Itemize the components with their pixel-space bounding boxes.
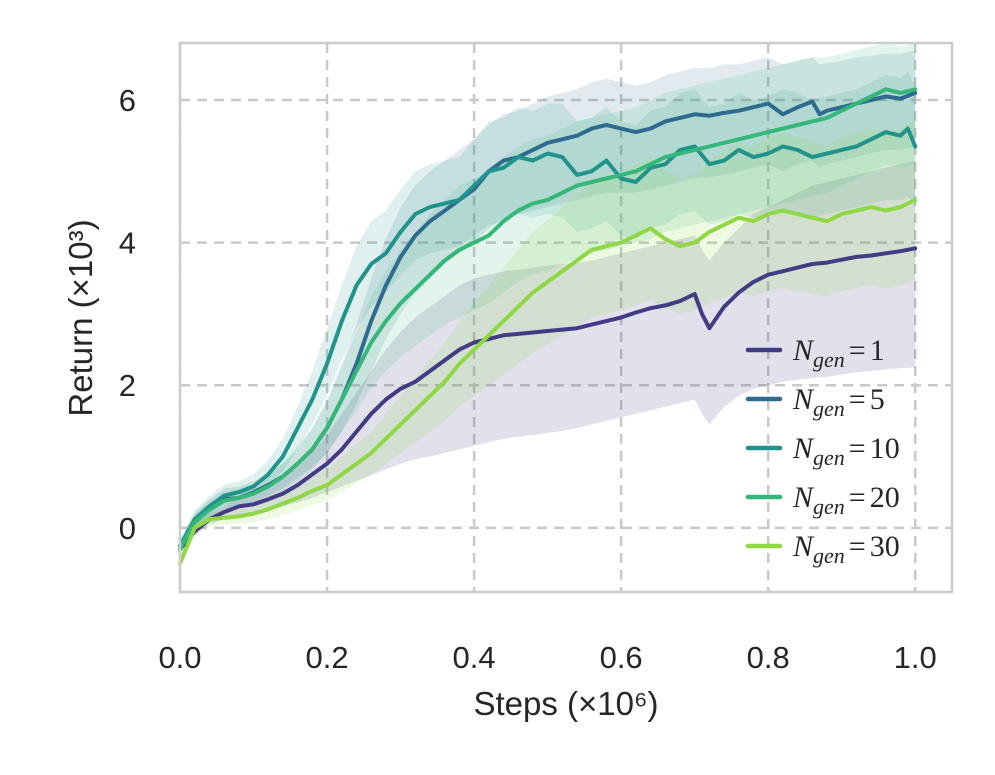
x-tick-label: 0.2 <box>305 640 348 675</box>
y-tick-labels: 0 2 4 6 <box>119 83 136 546</box>
band-series-1 <box>180 160 916 553</box>
legend-label-4: Ngen = 20 <box>792 481 900 519</box>
x-tick-label: 1.0 <box>894 640 937 675</box>
y-tick-label: 4 <box>119 226 136 261</box>
y-axis-label: Return (×10³) <box>62 219 99 416</box>
legend-label-3: Ngen = 10 <box>792 432 900 470</box>
x-tick-label: 0.4 <box>453 640 496 675</box>
series-lines <box>178 87 918 566</box>
x-tick-label: 0.0 <box>158 640 201 675</box>
y-tick-label: 2 <box>119 368 136 403</box>
legend-label-1: Ngen = 1 <box>792 334 885 372</box>
y-tick-label: 0 <box>119 511 136 546</box>
band-series-3 <box>180 71 916 550</box>
x-axis-label: Steps (×10⁶) <box>473 685 658 722</box>
legend-label-2: Ngen = 5 <box>792 383 885 421</box>
y-tick-label: 6 <box>119 83 136 118</box>
x-tick-label: 0.8 <box>747 640 790 675</box>
plot-background <box>180 43 952 592</box>
band-series-4 <box>180 43 916 553</box>
legend-label-5: Ngen = 30 <box>792 530 900 568</box>
x-tick-label: 0.6 <box>600 640 643 675</box>
line-series-3 <box>178 126 918 548</box>
line-series-4 <box>178 87 918 552</box>
line-series-5 <box>178 197 918 566</box>
legend: Ngen = 1 Ngen = 5 Ngen = 10 Ngen = 20 Ngen = 30 <box>745 334 900 568</box>
plot-frame <box>178 41 954 594</box>
x-tick-labels: 0.0 0.2 0.4 0.6 0.8 1.0 <box>158 640 936 675</box>
band-series-5 <box>180 120 916 567</box>
line-series-1 <box>178 246 918 552</box>
